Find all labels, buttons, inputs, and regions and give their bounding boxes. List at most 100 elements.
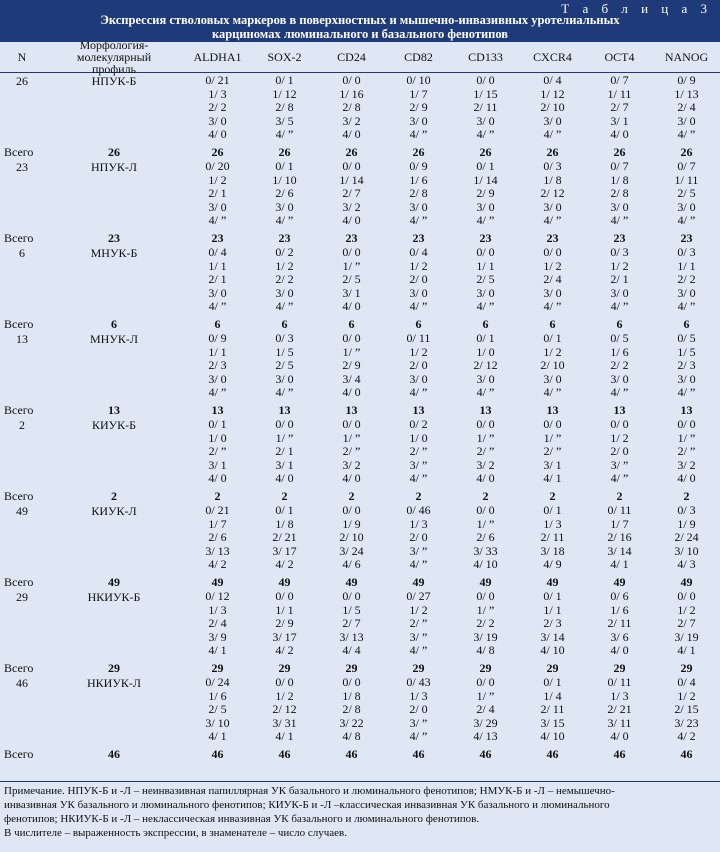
cell-value: 3/ 17 [272,629,297,644]
cell-value: 2/ 10 [339,530,364,545]
cell-value: 3/ 31 [272,715,297,730]
total-value: 26 [613,145,626,159]
total-label: Всего [4,575,34,589]
marker-cell: 0/ 1 1/ 8 2/ 21 3/ 17 4/ 2 [251,503,318,572]
marker-cell: 0/ 2 1/ 2 2/ 2 3/ 0 4/ ” [251,245,318,314]
cell-value: 2/ 10 [540,358,565,373]
total-value: 49 [211,575,224,589]
cell-value: 2/ 9 [342,358,361,373]
cell-value: 0/ 0 [476,73,495,87]
cell-value: 1/ 15 [473,86,498,101]
cell-value: 2/ 8 [342,702,361,717]
total-value: 46 [412,747,425,761]
cell-value: 1/ 1 [543,602,562,617]
total-value: 49 [613,575,626,589]
total-value: 46 [613,747,626,761]
marker-cell: 0/ 11 1/ 7 2/ 16 3/ 14 4/ 1 [586,503,653,572]
cell-value: 1/ 12 [272,86,297,101]
cell-value: 3/ 4 [342,371,361,386]
table-title-line-1: Экспрессия стволовых маркеров в поверхно… [100,13,620,27]
total-value: 23 [211,231,224,245]
marker-cell: 0/ 0 1/ ” 2/ 1 3/ 1 4/ 0 [251,417,318,486]
marker-cell: 0/ 9 1/ 13 2/ 4 3/ 0 4/ ” [653,73,720,142]
cell-value: 1/ 6 [610,602,629,617]
marker-cell: 0/ 0 1/ 2 2/ 12 3/ 31 4/ 1 [251,675,318,744]
cell-value: 2/ 11 [607,616,632,631]
cell-value: 4/ 1 [610,557,629,572]
cell-value: 2/ 10 [540,100,565,115]
cell-value: 2/ 6 [208,530,227,545]
cell-value: 0/ 21 [205,503,230,517]
marker-cell: 0/ 1 1/ 4 2/ 11 3/ 15 4/ 10 [519,675,586,744]
cell-value: 2/ 7 [610,100,629,115]
cell-value: 4/ 8 [342,729,361,744]
cell-value: 3/ 1 [610,113,629,128]
group-block: 49 КИУК-Л 0/ 21 1/ 7 2/ 6 3/ 13 4/ 2 0/ 1 1/ 8 2/… [0,503,720,589]
total-morph: 29 [108,661,120,675]
cell-value: 0/ 5 [677,331,696,345]
cell-value: 4/ 9 [543,557,562,572]
cell-value: 3/ 23 [674,715,699,730]
total-label: Всего [4,145,34,159]
marker-cell: 0/ 9 1/ 1 2/ 3 3/ 0 4/ ” [184,331,251,400]
cell-value: 4/ 8 [476,643,495,658]
marker-cell: 0/ 10 1/ 7 2/ 9 3/ 0 4/ ” [385,73,452,142]
total-value: 26 [479,145,492,159]
cell-value: 1/ 3 [610,688,629,703]
cell-value: 0/ 0 [342,159,361,173]
cell-value: 0/ 1 [543,589,562,603]
note-line: фенотипов; НКИУК-Б и -Л – неклассическая… [4,813,480,825]
cell-value: 0/ 11 [406,331,431,345]
cell-value: 3/ ” [409,715,428,730]
cell-value: 4/ 1 [275,729,294,744]
marker-cell: 0/ 7 1/ 11 2/ 7 3/ 1 4/ 0 [586,73,653,142]
total-value: 13 [345,403,358,417]
cell-value: 1/ 7 [409,86,428,101]
cell-value: 4/ 2 [677,729,696,744]
header-n: N [17,50,27,64]
cell-value: 1/ 0 [208,430,227,445]
cell-value: 1/ 3 [543,516,562,531]
cell-value: 1/ 2 [543,344,562,359]
cell-value: 3/ 0 [677,199,696,214]
group-block: 23 НПУК-Л 0/ 20 1/ 2 2/ 1 3/ 0 4/ ” 0/ 1 1/ 10 2/… [0,159,720,245]
marker-cell: 0/ 20 1/ 2 2/ 1 3/ 0 4/ ” [184,159,251,228]
cell-value: 2/ 2 [476,616,495,631]
cell-value: 2/ 4 [208,616,227,631]
total-value: 29 [345,661,358,675]
cell-value: 4/ ” [409,385,428,400]
cell-value: 1/ 11 [674,172,699,187]
total-morph: 6 [111,317,117,331]
marker-cell: 0/ 1 1/ 3 2/ 11 3/ 18 4/ 9 [519,503,586,572]
cell-value: 4/ ” [677,385,696,400]
cell-value: 4/ ” [409,729,428,744]
cell-value: 3/ 0 [208,371,227,386]
group-morphology: НПУК-Л [91,160,137,174]
total-label: Всего [4,747,34,761]
cell-value: 0/ 10 [406,73,431,87]
cell-value: 0/ 0 [476,675,495,689]
header-morphology: Морфология-молекулярный профиль [76,38,152,76]
cell-value: 1/ ” [476,430,495,445]
cell-value: 2/ 0 [409,702,428,717]
cell-value: 1/ 3 [409,516,428,531]
cell-value: 4/ ” [610,213,629,228]
cell-value: 1/ 7 [610,516,629,531]
cell-value: 0/ 0 [342,417,361,431]
cell-value: 1/ 1 [677,258,696,273]
cell-value: 1/ 8 [342,688,361,703]
marker-cell: 0/ 0 1/ 15 2/ 11 3/ 0 4/ ” [452,73,519,142]
marker-cell: 0/ 2 1/ 0 2/ ” 3/ ” 4/ ” [385,417,452,486]
total-value: 23 [345,231,358,245]
cell-value: 0/ 1 [476,159,495,173]
total-value: 29 [412,661,425,675]
header-cd24: CD24 [337,50,366,64]
cell-value: 0/ 46 [406,503,431,517]
cell-value: 3/ 0 [409,113,428,128]
cell-value: 0/ 0 [543,417,562,431]
cell-value: 4/ ” [409,471,428,486]
cell-value: 2/ ” [409,444,428,459]
cell-value: 3/ 9 [208,629,227,644]
cell-value: 4/ 0 [677,471,696,486]
cell-value: 3/ 29 [473,715,498,730]
